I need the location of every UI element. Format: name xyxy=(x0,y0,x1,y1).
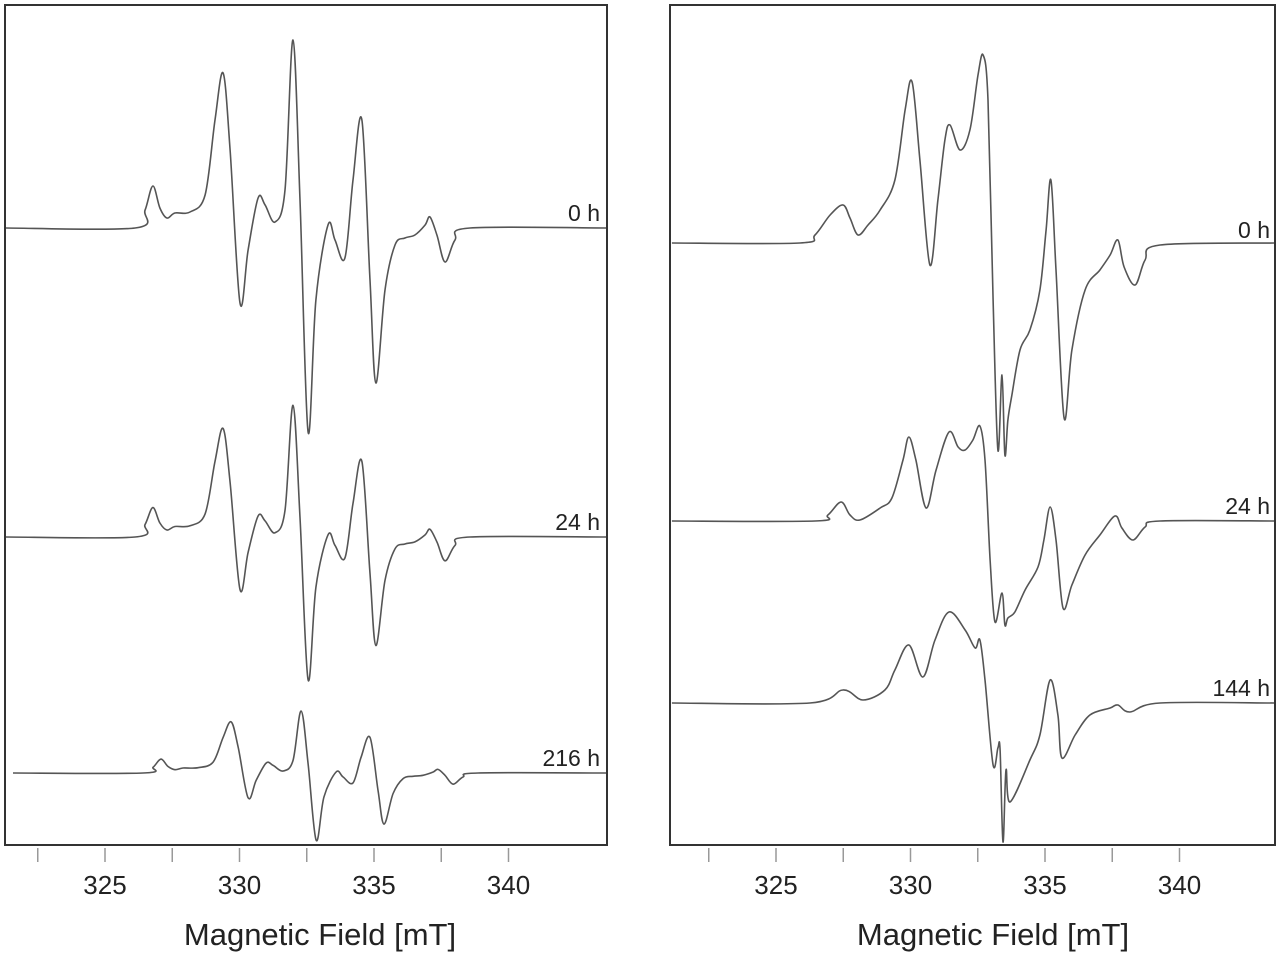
right-plot-frame xyxy=(669,4,1276,846)
left-x-tick-label: 325 xyxy=(83,870,126,900)
left-series-label: 24 h xyxy=(555,509,600,535)
right-x-tick-label: 325 xyxy=(754,870,797,900)
right-x-axis-title: Magnetic Field [mT] xyxy=(857,917,1129,952)
right-series-label: 144 h xyxy=(1212,675,1270,701)
right-spectrum-0h xyxy=(671,53,1275,457)
right-x-tick-label: 340 xyxy=(1158,870,1201,900)
left-x-axis-title: Magnetic Field [mT] xyxy=(184,917,456,952)
right-spectrum-144h xyxy=(671,611,1275,843)
left-series-label: 216 h xyxy=(542,745,600,771)
right-series-label: 0 h xyxy=(1238,217,1270,243)
left-x-tick-label: 340 xyxy=(487,870,530,900)
left-spectrum-0h xyxy=(5,39,607,435)
right-panel: Magnetic Field [mT] 325 330 335 340 0 h 24 h 1… xyxy=(669,4,1276,952)
right-x-tick-label: 335 xyxy=(1023,870,1066,900)
left-plot-frame xyxy=(4,4,608,846)
left-x-tick-label: 330 xyxy=(218,870,261,900)
right-x-tick-label: 330 xyxy=(889,870,932,900)
right-series-label: 24 h xyxy=(1225,493,1270,519)
left-spectrum-216h xyxy=(12,710,607,842)
left-panel: Magnetic Field [mT] 325 330 335 340 0 h 24 h 2… xyxy=(4,4,608,952)
right-spectrum-24h xyxy=(671,424,1275,627)
left-spectrum-24h xyxy=(5,404,607,682)
left-series-label: 0 h xyxy=(568,200,600,226)
left-x-tick-label: 335 xyxy=(352,870,395,900)
